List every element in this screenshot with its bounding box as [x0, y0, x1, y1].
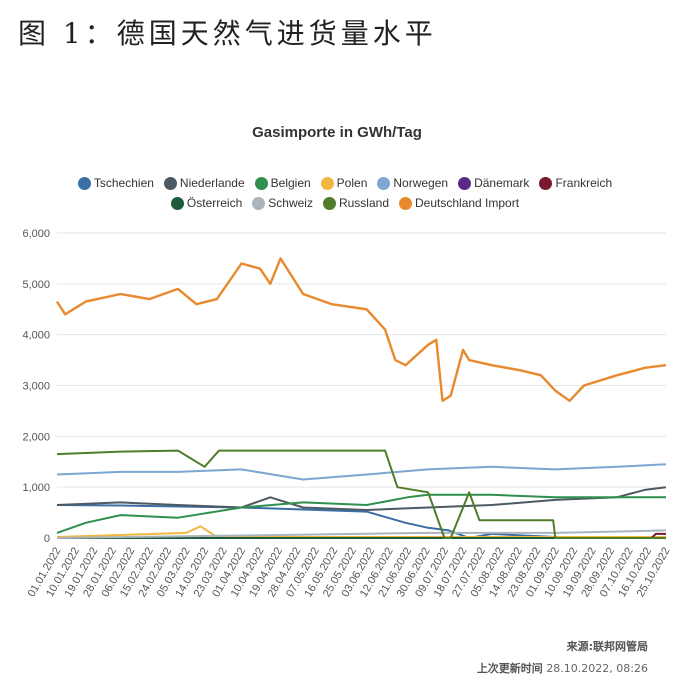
legend-item[interactable]: Russland: [322, 196, 389, 210]
y-tick-label: 0: [44, 533, 50, 545]
legend-label: Österreich: [186, 196, 243, 210]
y-tick-label: 3,000: [22, 381, 50, 393]
legend-swatch: [322, 196, 336, 210]
y-tick-label: 5,000: [22, 279, 50, 291]
legend-label: Belgien: [270, 176, 311, 190]
legend-label: Deutschland Import: [415, 196, 520, 210]
updated-line: 上次更新时间 28.10.2022, 08:26: [477, 660, 648, 676]
series-line-schweiz: [56, 529, 667, 539]
legend-item[interactable]: Österreich: [170, 196, 243, 210]
legend-swatch: [539, 176, 553, 190]
legend-swatch: [458, 176, 472, 190]
legend-swatch: [163, 176, 177, 190]
y-tick-label: 1,000: [22, 482, 50, 494]
series-line-russland: [56, 449, 666, 539]
chart-title: Gasimporte in GWh/Tag: [252, 124, 422, 141]
chart-legend: Tschechien Niederlande Belgien Polen Norwege…: [40, 176, 650, 210]
legend-item[interactable]: Niederlande: [163, 176, 245, 190]
y-tick-label: 4,000: [22, 330, 50, 342]
figure-title: 图 1：德国天然气进货量水平: [18, 17, 437, 50]
updated-label: 上次更新时间: [476, 662, 543, 675]
legend-item[interactable]: Dänemark: [458, 176, 529, 190]
legend-item[interactable]: Polen: [320, 176, 368, 190]
legend-swatch: [377, 176, 391, 190]
legend-item[interactable]: Belgien: [254, 176, 311, 190]
series-line-belgien: [56, 493, 666, 534]
series-line-norwegen: [56, 463, 667, 481]
legend-swatch: [399, 196, 412, 210]
legend-label: Norwegen: [393, 176, 449, 190]
updated-value: 28.10.2022, 08:26: [546, 662, 648, 675]
legend-item[interactable]: Deutschland Import: [399, 196, 519, 210]
legend-label: Tschechien: [93, 176, 154, 190]
legend-label: Niederlande: [179, 176, 245, 190]
legend-swatch: [252, 196, 266, 210]
legend-label: Schweiz: [268, 196, 313, 210]
legend-swatch: [170, 196, 184, 210]
legend-item[interactable]: Norwegen: [377, 176, 448, 190]
legend-item[interactable]: Schweiz: [252, 196, 313, 210]
legend-swatch: [77, 176, 91, 190]
legend-label: Russland: [338, 196, 389, 210]
series-line-deutschland-import: [55, 257, 667, 402]
legend-item[interactable]: Frankreich: [539, 176, 612, 190]
y-tick-label: 2,000: [22, 431, 50, 443]
legend-swatch: [320, 176, 334, 190]
source-label: 来源:联邦网管局: [566, 640, 648, 653]
legend-label: Dänemark: [474, 176, 530, 190]
legend-label: Polen: [336, 176, 368, 190]
y-tick-label: 6,000: [22, 228, 50, 240]
legend-swatch: [254, 176, 268, 190]
legend-item[interactable]: Tschechien: [77, 176, 154, 190]
legend-label: Frankreich: [555, 176, 613, 190]
